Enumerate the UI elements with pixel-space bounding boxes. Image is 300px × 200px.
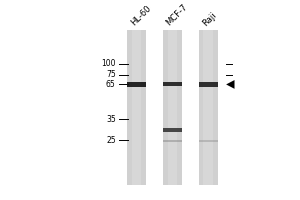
Text: HL-60: HL-60 <box>129 4 152 28</box>
Text: MCF-7: MCF-7 <box>164 3 190 28</box>
Bar <box>163 82 182 86</box>
Text: 35: 35 <box>106 115 116 124</box>
Bar <box>203 30 213 185</box>
Polygon shape <box>226 80 235 89</box>
Bar <box>127 30 146 185</box>
Text: 25: 25 <box>106 136 116 145</box>
Text: Raji: Raji <box>200 10 218 28</box>
Bar <box>199 30 218 185</box>
Bar <box>163 30 182 185</box>
Bar <box>132 30 141 185</box>
Text: 100: 100 <box>101 59 116 68</box>
Text: 65: 65 <box>106 80 116 89</box>
Bar <box>199 82 218 87</box>
Bar <box>199 140 218 142</box>
Bar <box>127 82 146 87</box>
Text: 75: 75 <box>106 70 116 79</box>
Bar <box>163 128 182 132</box>
Bar <box>163 140 182 142</box>
Bar <box>167 30 177 185</box>
